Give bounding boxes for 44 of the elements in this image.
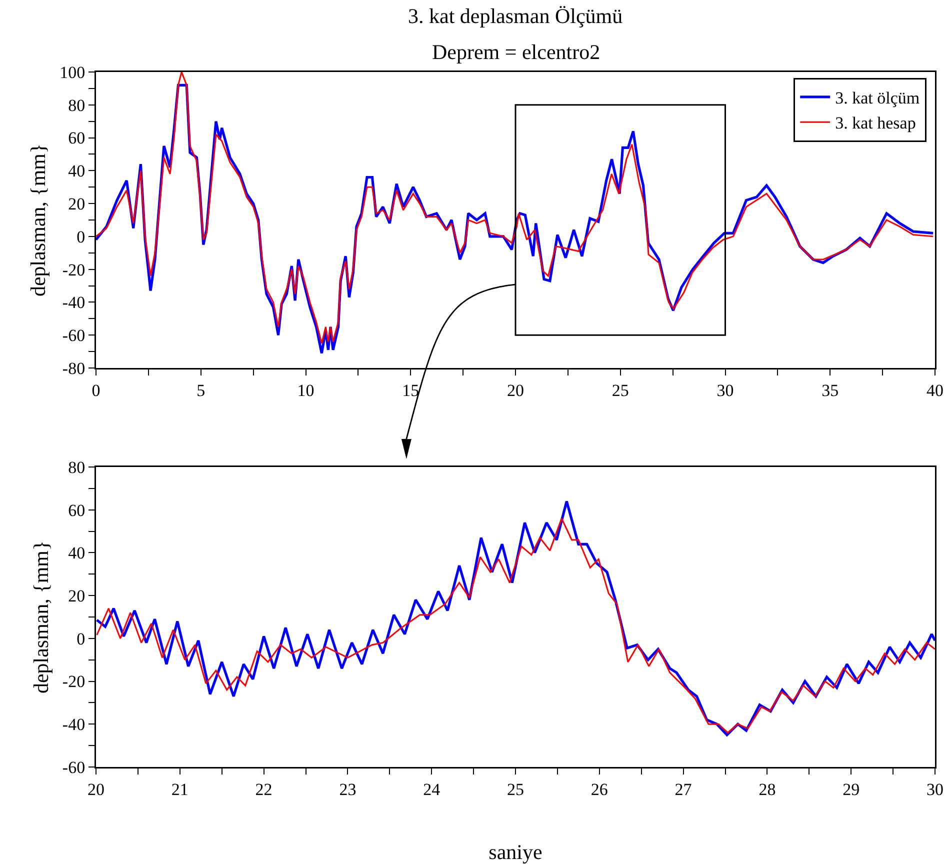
y-tick-label: -40: [62, 715, 86, 734]
x-tick-label: 21: [171, 780, 188, 799]
y-tick-label: 20: [68, 194, 86, 214]
x-tick-label: 20: [507, 380, 524, 400]
x-tick-label: 25: [507, 780, 524, 799]
chart-subtitle: Deprem = elcentro2: [432, 40, 600, 64]
y-tick-label: -20: [62, 672, 86, 692]
y-tick-label: 40: [68, 162, 86, 181]
x-tick-label: 15: [402, 380, 420, 400]
y-tick-label: 0: [76, 227, 86, 246]
x-tick-label: 28: [758, 780, 776, 799]
x-tick-label: 26: [590, 780, 608, 799]
y-tick-label: 60: [68, 128, 86, 148]
y-tick-label: 20: [68, 586, 86, 606]
x-tick-label: 0: [92, 380, 100, 400]
x-tick-label: 25: [612, 380, 629, 400]
y-tick-label: 0: [76, 629, 86, 648]
y-tick-label: 40: [68, 544, 86, 563]
x-tick-label: 22: [255, 780, 272, 799]
y-tick-label: 80: [68, 458, 86, 477]
y-tick-label: -40: [62, 293, 86, 312]
x-axis-title: saniye: [488, 840, 542, 864]
chart-title: 3. kat deplasman Ölçümü: [408, 4, 624, 28]
y-tick-label: 60: [68, 500, 86, 520]
legend-label: 3. kat ölçüm: [835, 88, 920, 108]
y-tick-label: -60: [62, 326, 86, 346]
x-tick-label: 10: [297, 380, 314, 400]
x-tick-label: 24: [423, 780, 441, 799]
y-tick-label: -20: [62, 260, 86, 280]
y-tick-label: 100: [60, 62, 86, 82]
x-tick-label: 5: [196, 380, 206, 400]
y-axis-title: deplasman, {mm}: [26, 143, 50, 297]
x-tick-label: 27: [674, 780, 692, 799]
x-tick-label: 23: [339, 780, 356, 799]
x-tick-label: 29: [842, 780, 860, 799]
legend-label: 3. kat hesap: [835, 114, 916, 133]
y-tick-label: 80: [68, 96, 86, 115]
y-tick-label: -80: [62, 358, 86, 378]
x-tick-label: 40: [926, 380, 944, 400]
x-tick-label: 30: [716, 380, 734, 400]
x-tick-label: 35: [822, 380, 839, 400]
x-tick-label: 30: [926, 780, 944, 799]
y-axis-title: deplasman, {mm}: [28, 540, 53, 694]
y-tick-label: -60: [62, 758, 86, 777]
